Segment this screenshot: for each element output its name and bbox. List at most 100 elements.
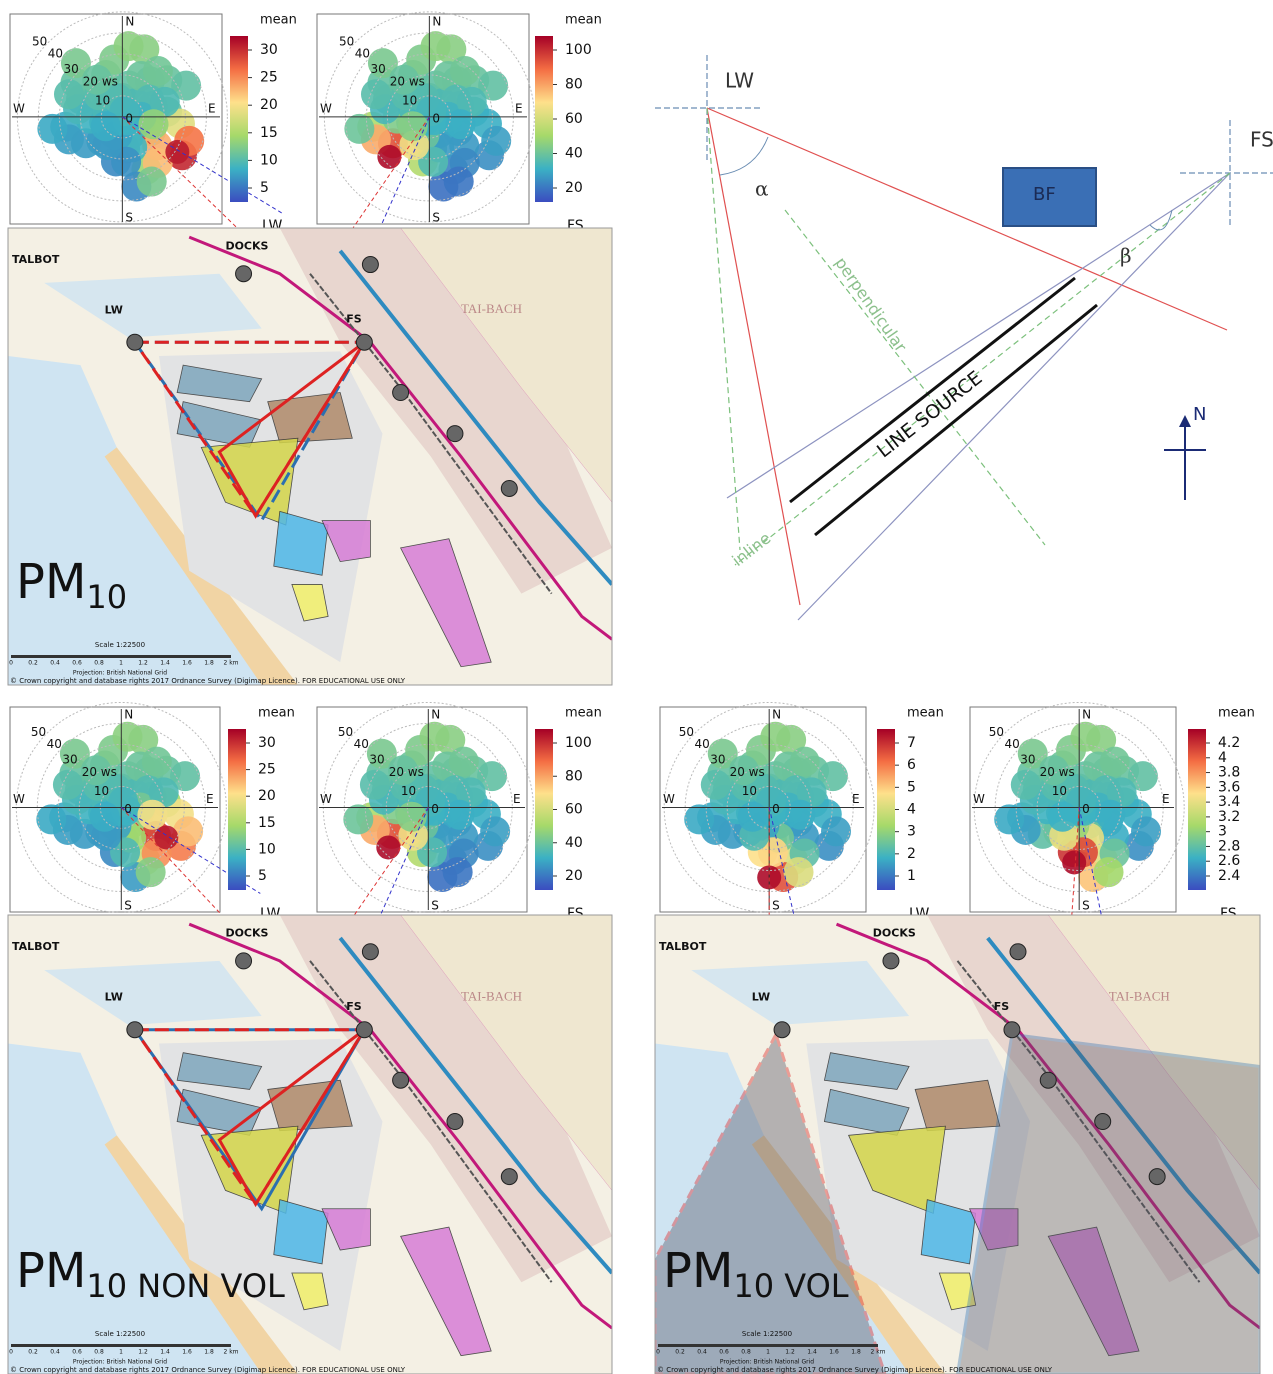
colorbar-tick-label: 80 (565, 77, 583, 93)
radial-label: 50 (338, 725, 353, 739)
scale-tick-label: 1 (119, 660, 123, 667)
scale-tick-label: 1.8 (851, 1349, 861, 1356)
colorbar-tick-label: 3 (907, 824, 916, 840)
place-label: FS (346, 312, 362, 325)
compass-label: S (432, 211, 440, 225)
radial-label: 10 (1052, 784, 1067, 798)
surface-cell (1100, 747, 1130, 777)
colorbar-tick-label: 40 (565, 835, 583, 851)
scale-tick-label: 0.8 (94, 1349, 104, 1356)
surface-cell (91, 111, 121, 141)
scale-tick-label: 1.6 (829, 1349, 839, 1356)
radial-label: 0 (1082, 802, 1090, 816)
compass-label: N (1082, 708, 1091, 722)
compass-label: S (431, 899, 439, 913)
compass-label: S (125, 211, 133, 225)
scale-tick-label: 1.6 (182, 1349, 192, 1356)
colorbar-tick-label: 2 (907, 846, 916, 862)
radial-label: 30 (63, 62, 78, 76)
surface-cell (137, 167, 167, 197)
building-label: BF (1033, 184, 1056, 205)
compass-label: E (1162, 792, 1170, 806)
place-label: LW (752, 991, 770, 1004)
monitor-site (356, 334, 372, 350)
radial-label: 20 ws (730, 765, 765, 779)
sector-edge (798, 173, 1230, 620)
perpendicular-label: perpendicular (831, 253, 911, 355)
copyright: © Crown copyright and database rights 20… (657, 1366, 1053, 1374)
monitor-site (1004, 1022, 1020, 1038)
surface-cell (821, 816, 851, 846)
scale-tick-label: 0 (656, 1349, 660, 1356)
monitor-site (447, 426, 463, 442)
surface-cell (784, 857, 814, 887)
projection-note: Projection: British National Grid (73, 670, 167, 677)
surface-cell (90, 802, 120, 832)
monitor-site (236, 953, 252, 969)
source-area (268, 393, 353, 443)
scale-tick-label: 0.8 (741, 1349, 751, 1356)
place-label: LW (105, 303, 123, 316)
colorbar (230, 36, 248, 202)
pollutant: PM (16, 1243, 86, 1299)
place-label: TAI-BACH (1109, 989, 1170, 1004)
scale-tick-label: 0.2 (28, 1349, 38, 1356)
scale-tick-label: 1.4 (807, 1349, 817, 1356)
compass-label: W (320, 101, 332, 115)
place-label: DOCKS (873, 926, 916, 939)
radial-label: 40 (48, 46, 63, 60)
radial-label: 40 (355, 46, 370, 60)
compass-label: W (663, 792, 675, 806)
radial-label: 40 (695, 737, 710, 751)
legend-title: mean (260, 13, 297, 28)
scale-tick-label: 1.2 (138, 1349, 148, 1356)
place-label: FS (994, 1000, 1010, 1013)
map: TALBOTDOCKSLWFSTAI-BACHPM10Scale 1:22500… (8, 228, 612, 685)
colorbar-tick-label: 20 (260, 97, 278, 113)
colorbar-tick-label: 2.8 (1218, 838, 1240, 854)
colorbar-tick-label: 25 (258, 762, 276, 778)
surface-cell (142, 747, 172, 777)
map: TALBOTDOCKSLWFSTAI-BACHPM10 NON VOLScale… (8, 915, 612, 1374)
monitor-site (362, 944, 378, 960)
projection-note: Projection: British National Grid (73, 1359, 167, 1366)
monitor-site (393, 1072, 409, 1088)
colorbar-tick-label: 10 (258, 841, 276, 857)
source-area (915, 1080, 1000, 1130)
scale-tick-label: 1 (119, 1349, 123, 1356)
colorbar-tick-label: 60 (565, 802, 583, 818)
radial-label: 30 (62, 753, 77, 767)
surface-cell (377, 145, 401, 169)
place-label: DOCKS (225, 926, 268, 939)
legend-title: mean (258, 706, 295, 721)
legend-title: mean (565, 13, 602, 28)
pollutant: PM (663, 1243, 733, 1299)
polar-plot: 5040301020 ws0NESWmean30252015105LW (10, 12, 297, 234)
radial-label: 0 (124, 802, 132, 816)
radial-label: 40 (354, 737, 369, 751)
radial-label: 40 (47, 737, 62, 751)
radial-label: 50 (679, 725, 694, 739)
radial-label: 50 (32, 35, 47, 49)
monitor-site (883, 953, 899, 969)
pollutant: PM (16, 554, 86, 610)
place-label: TALBOT (659, 940, 707, 953)
inline-line (735, 173, 1230, 565)
legend-title: mean (907, 706, 944, 721)
body: 5040301020 ws0NESWmean30252015105LW50403… (0, 0, 1273, 1374)
colorbar-tick-label: 3.2 (1218, 809, 1240, 825)
colorbar (228, 729, 246, 890)
compass-label: E (513, 792, 521, 806)
colorbar-tick-label: 30 (260, 42, 278, 58)
compass-label: W (13, 101, 25, 115)
surface-cell (398, 111, 428, 141)
place-label: LW (105, 991, 123, 1004)
colorbar (877, 729, 895, 890)
colorbar-tick-label: 25 (260, 70, 278, 86)
inline-label: inline (728, 528, 774, 570)
angle-arc (720, 137, 768, 175)
projection-note: Projection: British National Grid (720, 1359, 814, 1366)
monitor-site (1095, 1114, 1111, 1130)
scale-tick-label: 0.8 (94, 660, 104, 667)
colorbar-tick-label: 4 (1218, 750, 1227, 766)
